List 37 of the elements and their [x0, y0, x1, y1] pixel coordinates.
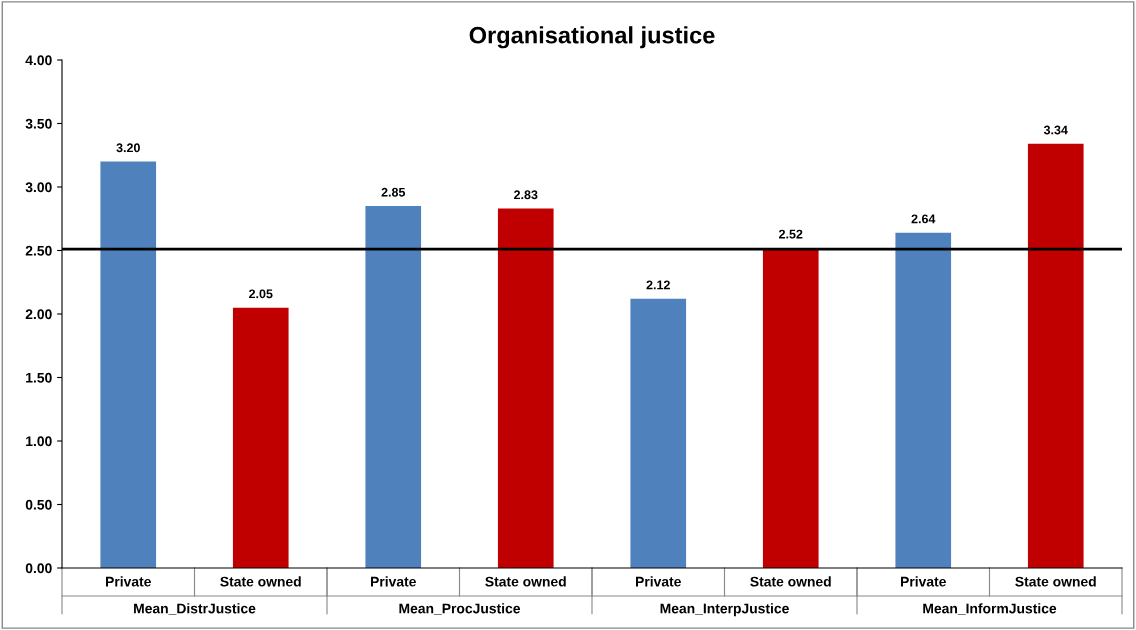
data-label: 2.52: [779, 229, 803, 239]
bar: [365, 206, 422, 568]
data-label: 2.12: [646, 280, 670, 290]
data-label: 3.20: [116, 143, 140, 153]
data-label: 2.85: [381, 187, 406, 197]
y-tick-label: 1.00: [26, 436, 52, 447]
bar: [1027, 143, 1084, 568]
y-tick-label: 3.00: [25, 182, 52, 193]
text: Mean_InterpJustice: [660, 603, 789, 617]
text: Mean_ProcJustice: [399, 603, 521, 615]
y-tick-label: 1.50: [26, 372, 52, 383]
bar: [497, 208, 554, 568]
y-tick-label: 2.50: [25, 245, 52, 256]
x-tick-label: State owned: [485, 576, 566, 587]
y-tick-label: 4.00: [25, 55, 52, 66]
data-label: 2.83: [514, 190, 538, 200]
x-tick-label: State owned: [220, 576, 301, 587]
x-tick-label: State owned: [1015, 576, 1096, 587]
y-tick-label: 0.00: [25, 563, 52, 574]
data-label: 3.34: [1043, 125, 1068, 135]
y-tick-label: 2.00: [25, 309, 52, 320]
bar: [895, 232, 952, 568]
x-tick-label: Private: [371, 576, 416, 587]
data-label: 2.05: [249, 289, 273, 299]
bar: [100, 161, 157, 568]
text: Mean_InformJustice: [923, 603, 1057, 615]
bar: [232, 307, 289, 568]
y-tick-label: 3.50: [25, 118, 52, 129]
x-tick-label: State owned: [750, 576, 831, 587]
chart-title: Organisational justice: [469, 26, 715, 49]
data-label: 2.64: [911, 214, 936, 224]
x-tick-label: Private: [106, 576, 151, 587]
text: Mean_DistrJustice: [134, 603, 256, 615]
y-tick-label: 0.50: [25, 499, 52, 510]
x-tick-label: Private: [901, 576, 946, 587]
x-tick-label: Private: [636, 576, 681, 587]
bar: [630, 298, 687, 568]
